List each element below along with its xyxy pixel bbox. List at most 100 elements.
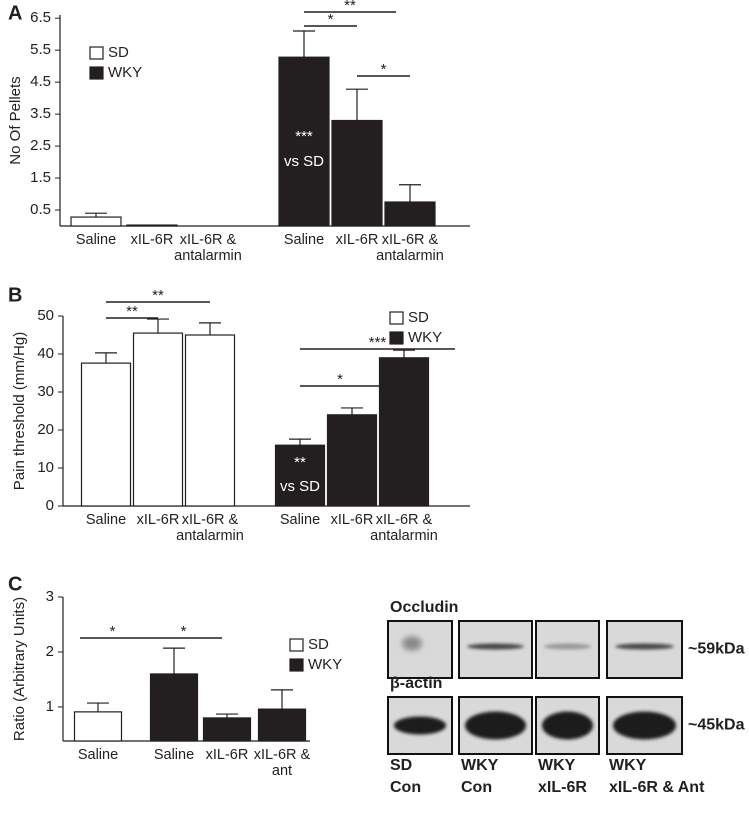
significance-label: ** <box>126 303 138 320</box>
blot-row-label: β-actin <box>390 675 442 692</box>
lane-treatment-label: Con <box>461 779 492 796</box>
lane-treatment-label: xIL-6R & Ant <box>609 779 705 796</box>
blot-band <box>542 711 593 740</box>
y-tick-label: 6.5 <box>30 9 51 26</box>
legend-swatch <box>289 638 304 652</box>
lane-treatment-label: Con <box>390 779 421 796</box>
y-tick-label: 2 <box>46 643 54 660</box>
x-label-box: xIL-6R & antalarmin <box>376 232 444 264</box>
x-label-box: Saline <box>85 512 127 528</box>
legend-label: WKY <box>108 64 142 81</box>
x-label-box: xIL-6R & antalarmin <box>370 512 438 544</box>
x-tick-label: Saline <box>85 512 127 528</box>
bar <box>384 201 436 227</box>
legend-label: SD <box>108 44 129 61</box>
lane-treatment-label: xIL-6R <box>538 779 587 796</box>
x-tick-label: xIL-6R & antalarmin <box>370 512 438 544</box>
blot-band <box>544 643 591 650</box>
y-tick-label: 50 <box>37 307 54 324</box>
x-label-box: Saline <box>75 232 117 248</box>
y-tick-label: 3 <box>46 588 54 605</box>
bar <box>70 216 122 227</box>
x-tick-label: Saline <box>77 747 119 763</box>
panel-label: C <box>8 573 22 595</box>
bar <box>132 332 184 507</box>
x-label-box: xIL-6R & antalarmin <box>174 232 242 264</box>
bar <box>126 224 178 227</box>
y-tick-label: 5.5 <box>30 41 51 58</box>
legend-swatch <box>389 331 404 345</box>
bar <box>326 414 378 507</box>
legend-swatch <box>389 311 404 325</box>
bar <box>278 56 330 227</box>
blot-size-label: ~45kDa <box>688 717 745 734</box>
x-label-box: Saline <box>279 512 321 528</box>
blot-band <box>467 643 524 650</box>
panel-label: B <box>8 284 22 306</box>
y-tick-label: 1 <box>46 698 54 715</box>
blot-row-label: Occludin <box>390 599 458 616</box>
x-tick-label: xIL-6R & antalarmin <box>376 232 444 264</box>
bar <box>80 362 132 507</box>
x-label-box: Saline <box>154 747 194 763</box>
x-tick-label: Saline <box>279 512 321 528</box>
legend-label: SD <box>408 309 429 326</box>
bar <box>257 708 307 742</box>
y-tick-label: 1.5 <box>30 169 51 186</box>
x-label-box: xIL-6R <box>205 747 249 763</box>
significance-label: * <box>181 623 187 640</box>
y-tick-label: 4.5 <box>30 73 51 90</box>
y-tick-label: 10 <box>37 459 54 476</box>
in-bar-annotation: vs SD <box>280 478 320 495</box>
x-label-box: Saline <box>77 747 119 763</box>
x-label-box: xIL-6R <box>331 512 374 528</box>
y-tick-label: 40 <box>37 345 54 362</box>
x-tick-label: Saline <box>75 232 117 248</box>
legend-swatch <box>89 46 104 60</box>
in-bar-annotation: vs SD <box>284 153 324 170</box>
panel-label: A <box>8 2 22 24</box>
significance-label: ** <box>344 0 356 14</box>
blot-band <box>402 636 422 651</box>
x-tick-label: xIL-6R <box>130 232 174 248</box>
blot-band <box>613 711 676 740</box>
y-axis-label: Ratio (Arbitrary Units) <box>11 597 28 741</box>
x-label-box: Saline <box>284 232 324 248</box>
y-tick-label: 2.5 <box>30 137 51 154</box>
significance-label: * <box>381 61 387 78</box>
significance-label: * <box>328 11 334 28</box>
x-label-box: xIL-6R <box>335 232 379 248</box>
blot-band <box>394 716 446 735</box>
bar <box>149 673 199 742</box>
lane-group-label: WKY <box>538 757 576 774</box>
x-label-box: xIL-6R & antalarmin <box>176 512 244 544</box>
blot-size-label: ~59kDa <box>688 641 745 658</box>
significance-label: * <box>110 623 116 640</box>
lane-group-label: WKY <box>609 757 647 774</box>
legend-swatch <box>89 66 104 80</box>
x-tick-label: xIL-6R <box>335 232 379 248</box>
x-tick-label: xIL-6R <box>136 512 180 528</box>
in-bar-annotation: ** <box>294 454 306 471</box>
bar <box>184 334 236 507</box>
lane-group-label: WKY <box>461 757 499 774</box>
significance-label: *** <box>369 334 387 351</box>
bar <box>73 711 123 742</box>
y-tick-label: 3.5 <box>30 105 51 122</box>
blot-lane <box>387 620 453 679</box>
x-tick-label: xIL-6R & antalarmin <box>174 232 242 264</box>
legend-label: SD <box>308 636 329 653</box>
bar <box>202 717 252 742</box>
bar <box>331 119 383 227</box>
significance-label: * <box>337 371 343 388</box>
x-tick-label: xIL-6R <box>205 747 249 763</box>
x-tick-label: xIL-6R & antalarmin <box>176 512 244 544</box>
significance-label: ** <box>152 287 164 304</box>
blot-band <box>465 711 526 740</box>
lane-group-label: SD <box>390 757 412 774</box>
x-label-box: xIL-6R <box>136 512 180 528</box>
y-tick-label: 0 <box>46 497 54 514</box>
in-bar-annotation: *** <box>295 128 313 145</box>
y-tick-label: 20 <box>37 421 54 438</box>
